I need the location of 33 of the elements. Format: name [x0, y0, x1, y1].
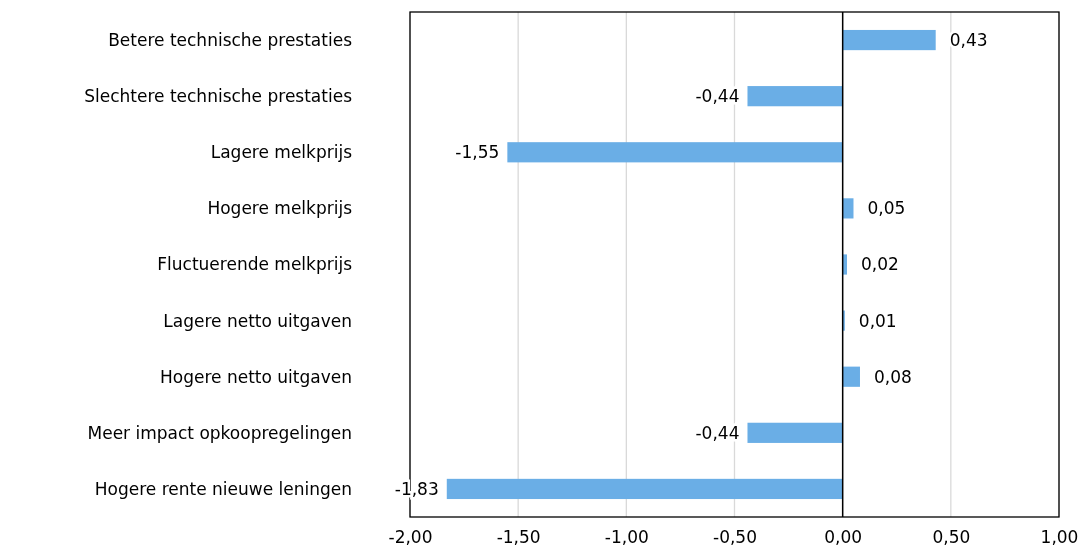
- y-tick-label: Slechtere technische prestaties: [84, 86, 353, 107]
- bar: [842, 366, 860, 387]
- data-label: 0,05: [867, 198, 906, 219]
- bar: [446, 478, 843, 500]
- bar: [842, 254, 847, 275]
- y-tick-label: Meer impact opkoopregelingen: [87, 422, 352, 443]
- x-tick-label: 0,00: [824, 527, 863, 548]
- data-label: 0,08: [873, 366, 912, 387]
- y-tick-label: Fluctuerende melkprijs: [157, 254, 353, 275]
- bar: [842, 198, 854, 219]
- x-tick-label: 0,50: [932, 527, 971, 548]
- bar: [842, 310, 845, 331]
- data-label: -0,44: [695, 86, 740, 107]
- x-tick-label: -0,50: [713, 527, 757, 548]
- y-tick-label: Betere technische prestaties: [108, 30, 353, 51]
- x-tick-label: -2,00: [388, 527, 433, 548]
- y-tick-label: Lagere melkprijs: [210, 142, 353, 163]
- y-tick-label: Hogere melkprijs: [207, 198, 353, 219]
- y-tick-label: Hogere rente nieuwe leningen: [94, 478, 352, 499]
- data-label: -0,44: [695, 422, 740, 443]
- data-label: -1,55: [455, 142, 500, 163]
- x-tick-label: -1,00: [604, 527, 649, 548]
- data-label: 0,02: [860, 254, 899, 275]
- x-tick-label: -1,50: [496, 527, 541, 548]
- bar: [842, 29, 936, 51]
- data-label: 0,43: [949, 30, 988, 51]
- x-tick-label: 1,00: [1040, 527, 1079, 548]
- y-tick-label: Hogere netto uitgaven: [160, 366, 352, 387]
- bar: [747, 86, 843, 107]
- data-label: 0,01: [858, 310, 897, 331]
- bar: [507, 142, 843, 163]
- bar: [747, 422, 843, 443]
- y-tick-label: Lagere netto uitgaven: [163, 310, 352, 331]
